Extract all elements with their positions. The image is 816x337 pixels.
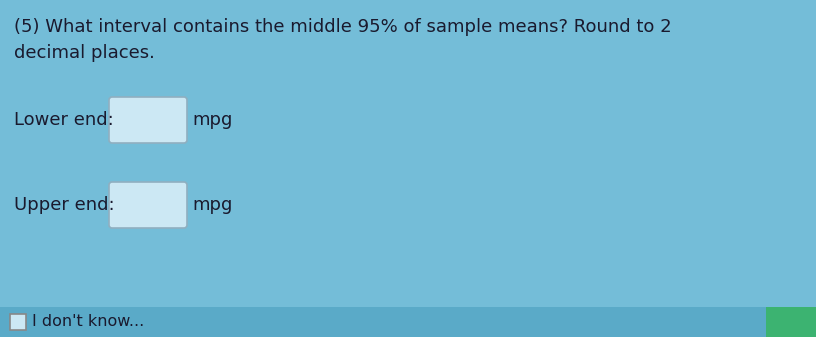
- FancyBboxPatch shape: [10, 314, 26, 330]
- Text: mpg: mpg: [192, 111, 233, 129]
- Text: Upper end:: Upper end:: [14, 196, 114, 214]
- Text: I don't know...: I don't know...: [32, 314, 144, 330]
- Text: Lower end:: Lower end:: [14, 111, 113, 129]
- Text: decimal places.: decimal places.: [14, 44, 155, 62]
- FancyBboxPatch shape: [109, 97, 187, 143]
- Bar: [766, 307, 816, 337]
- Text: (5) What interval contains the middle 95% of sample means? Round to 2: (5) What interval contains the middle 95…: [14, 18, 672, 36]
- Text: mpg: mpg: [192, 196, 233, 214]
- FancyBboxPatch shape: [109, 182, 187, 228]
- Bar: [0, 307, 816, 337]
